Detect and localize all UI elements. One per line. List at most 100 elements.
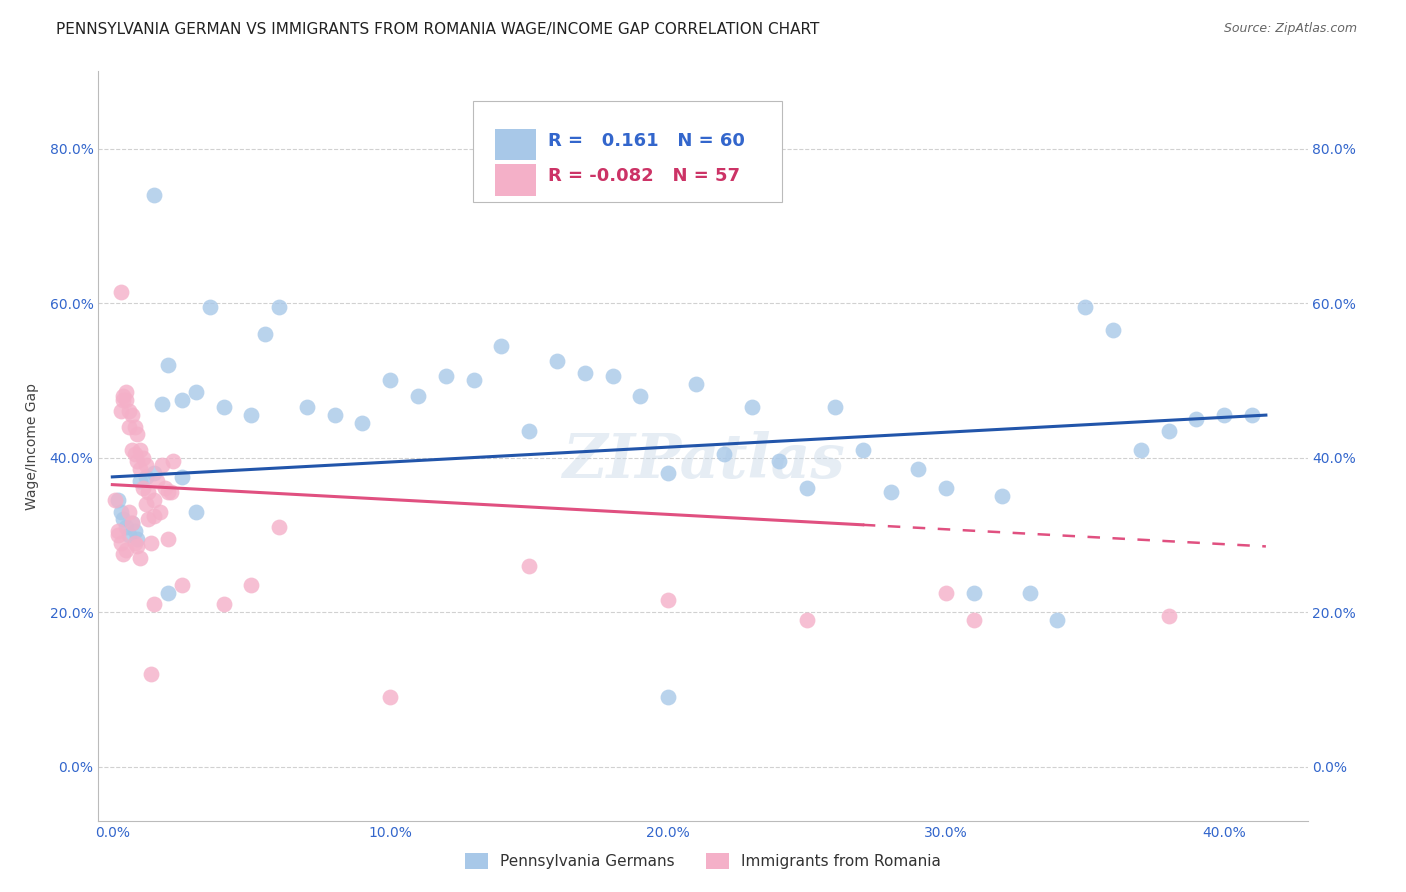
Point — [141, 535, 163, 549]
Point — [112, 389, 135, 403]
Point — [112, 392, 135, 407]
Point — [129, 442, 152, 457]
Point — [124, 419, 146, 434]
Point — [198, 300, 221, 314]
Point — [657, 690, 679, 704]
Point — [127, 540, 149, 554]
Point — [963, 613, 986, 627]
Point — [240, 578, 263, 592]
FancyBboxPatch shape — [474, 102, 782, 202]
Point — [1074, 300, 1097, 314]
Point — [269, 520, 291, 534]
Point — [107, 528, 129, 542]
Point — [150, 458, 173, 473]
Point — [963, 586, 986, 600]
Point — [380, 373, 402, 387]
Point — [127, 532, 149, 546]
Point — [685, 377, 707, 392]
Point — [713, 447, 735, 461]
Point — [118, 419, 141, 434]
Point — [148, 505, 170, 519]
Point — [153, 482, 176, 496]
Point — [143, 508, 166, 523]
Point — [138, 485, 160, 500]
Point — [121, 442, 143, 457]
Point — [129, 462, 152, 476]
Point — [491, 338, 513, 352]
Point — [115, 384, 138, 399]
Point — [124, 535, 146, 549]
Point — [162, 454, 184, 468]
Point — [115, 520, 138, 534]
Point — [135, 497, 157, 511]
Point — [254, 326, 277, 341]
Point — [269, 300, 291, 314]
Legend: Pennsylvania Germans, Immigrants from Romania: Pennsylvania Germans, Immigrants from Ro… — [460, 847, 946, 875]
Point — [212, 598, 235, 612]
Point — [852, 442, 875, 457]
Point — [907, 462, 929, 476]
Point — [184, 384, 207, 399]
Point — [156, 485, 179, 500]
Point — [135, 470, 157, 484]
Point — [295, 401, 318, 415]
Point — [212, 401, 235, 415]
Point — [110, 285, 132, 299]
Point — [118, 505, 141, 519]
Point — [132, 482, 155, 496]
Point — [127, 427, 149, 442]
Point — [1018, 586, 1040, 600]
Point — [323, 408, 346, 422]
Point — [124, 524, 146, 538]
Point — [135, 458, 157, 473]
Point — [104, 493, 127, 508]
Point — [463, 373, 485, 387]
Point — [434, 369, 457, 384]
Point — [824, 401, 846, 415]
Point — [170, 578, 193, 592]
Point — [1102, 323, 1125, 337]
Point — [138, 512, 160, 526]
Point — [380, 690, 402, 704]
Point — [127, 454, 149, 468]
Point — [156, 586, 179, 600]
Point — [121, 408, 143, 422]
Point — [602, 369, 624, 384]
Point — [574, 366, 596, 380]
Point — [170, 470, 193, 484]
Point — [110, 404, 132, 418]
Point — [741, 401, 763, 415]
Point — [630, 389, 652, 403]
Point — [657, 593, 679, 607]
Point — [184, 505, 207, 519]
Point — [110, 505, 132, 519]
Point — [1046, 613, 1069, 627]
Point — [1157, 424, 1180, 438]
Point — [170, 392, 193, 407]
Text: R = -0.082   N = 57: R = -0.082 N = 57 — [548, 168, 740, 186]
Point — [406, 389, 429, 403]
Point — [1129, 442, 1152, 457]
Point — [107, 524, 129, 538]
Point — [240, 408, 263, 422]
Point — [146, 474, 169, 488]
Point — [121, 516, 143, 531]
Point — [1185, 412, 1208, 426]
Point — [1213, 408, 1236, 422]
Point — [112, 512, 135, 526]
Point — [150, 396, 173, 410]
Y-axis label: Wage/Income Gap: Wage/Income Gap — [24, 383, 38, 509]
Point — [1157, 609, 1180, 624]
Point — [143, 598, 166, 612]
Text: PENNSYLVANIA GERMAN VS IMMIGRANTS FROM ROMANIA WAGE/INCOME GAP CORRELATION CHART: PENNSYLVANIA GERMAN VS IMMIGRANTS FROM R… — [56, 22, 820, 37]
FancyBboxPatch shape — [495, 128, 536, 161]
Point — [1240, 408, 1263, 422]
Text: Source: ZipAtlas.com: Source: ZipAtlas.com — [1223, 22, 1357, 36]
Point — [118, 404, 141, 418]
Point — [159, 485, 181, 500]
Point — [141, 666, 163, 681]
Text: ZIPatlas: ZIPatlas — [561, 431, 845, 491]
Point — [118, 528, 141, 542]
Text: R =   0.161   N = 60: R = 0.161 N = 60 — [548, 132, 745, 150]
Point — [935, 586, 957, 600]
